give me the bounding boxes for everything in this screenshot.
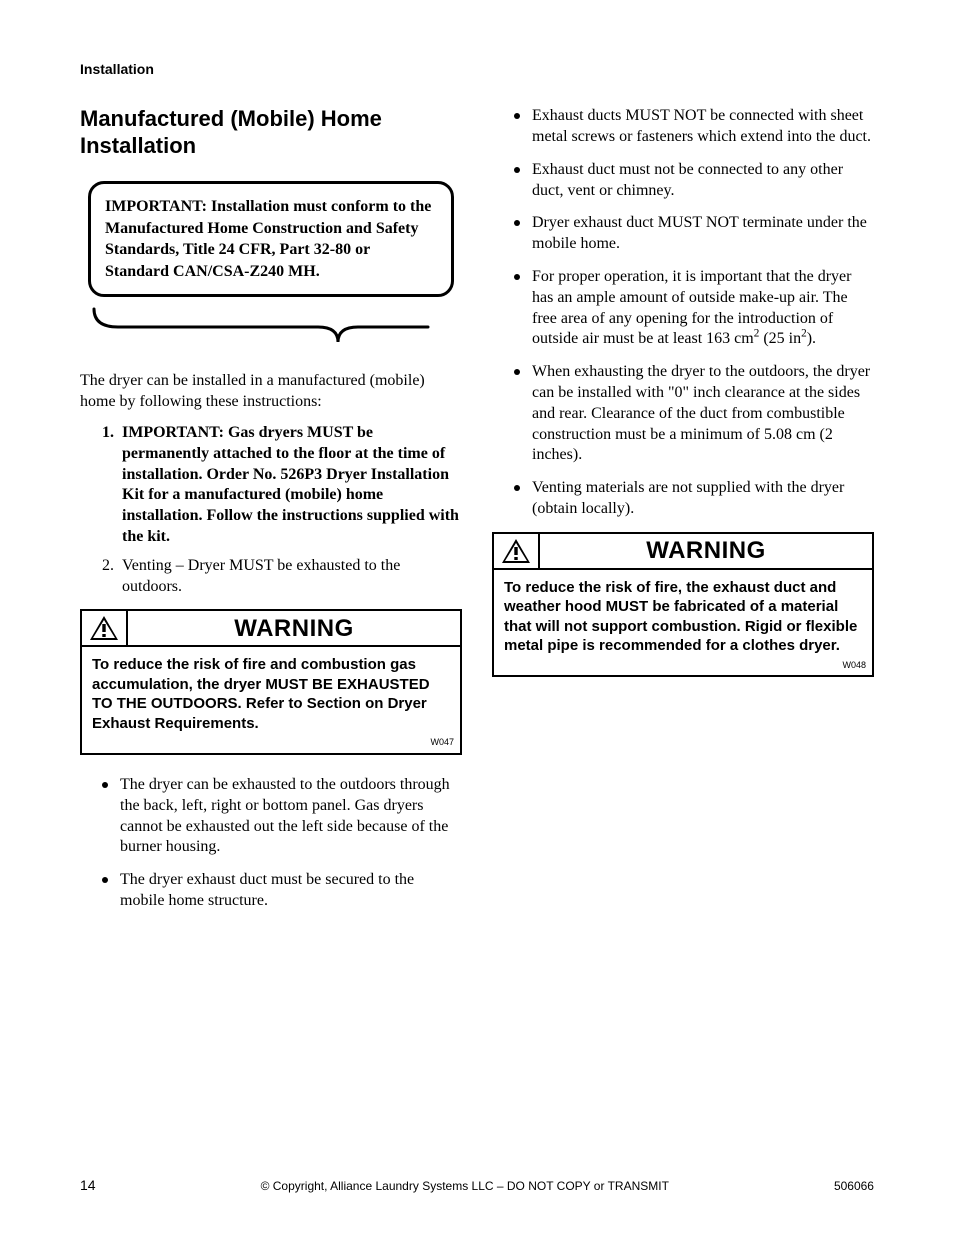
right-bullets: Exhaust ducts MUST NOT be connected with… (492, 106, 874, 520)
warning-box-2: WARNING To reduce the risk of fire, the … (492, 532, 874, 678)
warning-title: WARNING (234, 613, 354, 644)
warning-header: WARNING (82, 611, 460, 647)
copyright-text: © Copyright, Alliance Laundry Systems LL… (261, 1179, 669, 1195)
warning-body: To reduce the risk of fire, the exhaust … (494, 570, 872, 660)
left-bullets: The dryer can be exhausted to the outdoo… (80, 775, 462, 912)
intro-paragraph: The dryer can be installed in a manufact… (80, 371, 462, 413)
two-column-layout: Manufactured (Mobile) Home Installation … (80, 106, 874, 924)
bullet-item: The dryer can be exhausted to the outdoo… (102, 775, 462, 858)
step-2: Venting – Dryer MUST be exhausted to the… (118, 556, 462, 598)
callout-text: IMPORTANT: Installation must conform to … (105, 196, 437, 282)
warning-triangle-icon (501, 538, 531, 564)
section-title: Manufactured (Mobile) Home Installation (80, 106, 462, 159)
warning-code: W047 (82, 737, 460, 753)
warning-icon-cell (82, 611, 128, 645)
bullet-item: Dryer exhaust duct MUST NOT terminate un… (514, 213, 874, 255)
warning-title: WARNING (646, 535, 766, 566)
document-number: 506066 (834, 1179, 874, 1195)
warning-box-1: WARNING To reduce the risk of fire and c… (80, 609, 462, 755)
header-section-label: Installation (80, 61, 154, 77)
bullet-item: When exhausting the dryer to the outdoor… (514, 362, 874, 466)
page-footer: 14 © Copyright, Alliance Laundry Systems… (80, 1176, 874, 1195)
bullet-item: Exhaust ducts MUST NOT be connected with… (514, 106, 874, 148)
bullet-item: Exhaust duct must not be connected to an… (514, 160, 874, 202)
warning-title-cell: WARNING (540, 534, 872, 568)
right-column: Exhaust ducts MUST NOT be connected with… (492, 106, 874, 924)
bullet-item: For proper operation, it is important th… (514, 267, 874, 350)
left-column: Manufactured (Mobile) Home Installation … (80, 106, 462, 924)
warning-header: WARNING (494, 534, 872, 570)
warning-icon-cell (494, 534, 540, 568)
warning-code: W048 (494, 660, 872, 676)
page-number: 14 (80, 1176, 96, 1194)
callout-tail-icon (88, 307, 448, 347)
warning-title-cell: WARNING (128, 611, 460, 645)
numbered-steps: IMPORTANT: Gas dryers MUST be permanentl… (80, 423, 462, 597)
bullet-item: The dryer exhaust duct must be secured t… (102, 870, 462, 912)
bullet-item: Venting materials are not supplied with … (514, 478, 874, 520)
important-callout: IMPORTANT: Installation must conform to … (88, 181, 454, 297)
step-1: IMPORTANT: Gas dryers MUST be permanentl… (118, 423, 462, 548)
page-header: Installation (80, 60, 874, 78)
warning-triangle-icon (89, 615, 119, 641)
warning-body: To reduce the risk of fire and combustio… (82, 647, 460, 737)
